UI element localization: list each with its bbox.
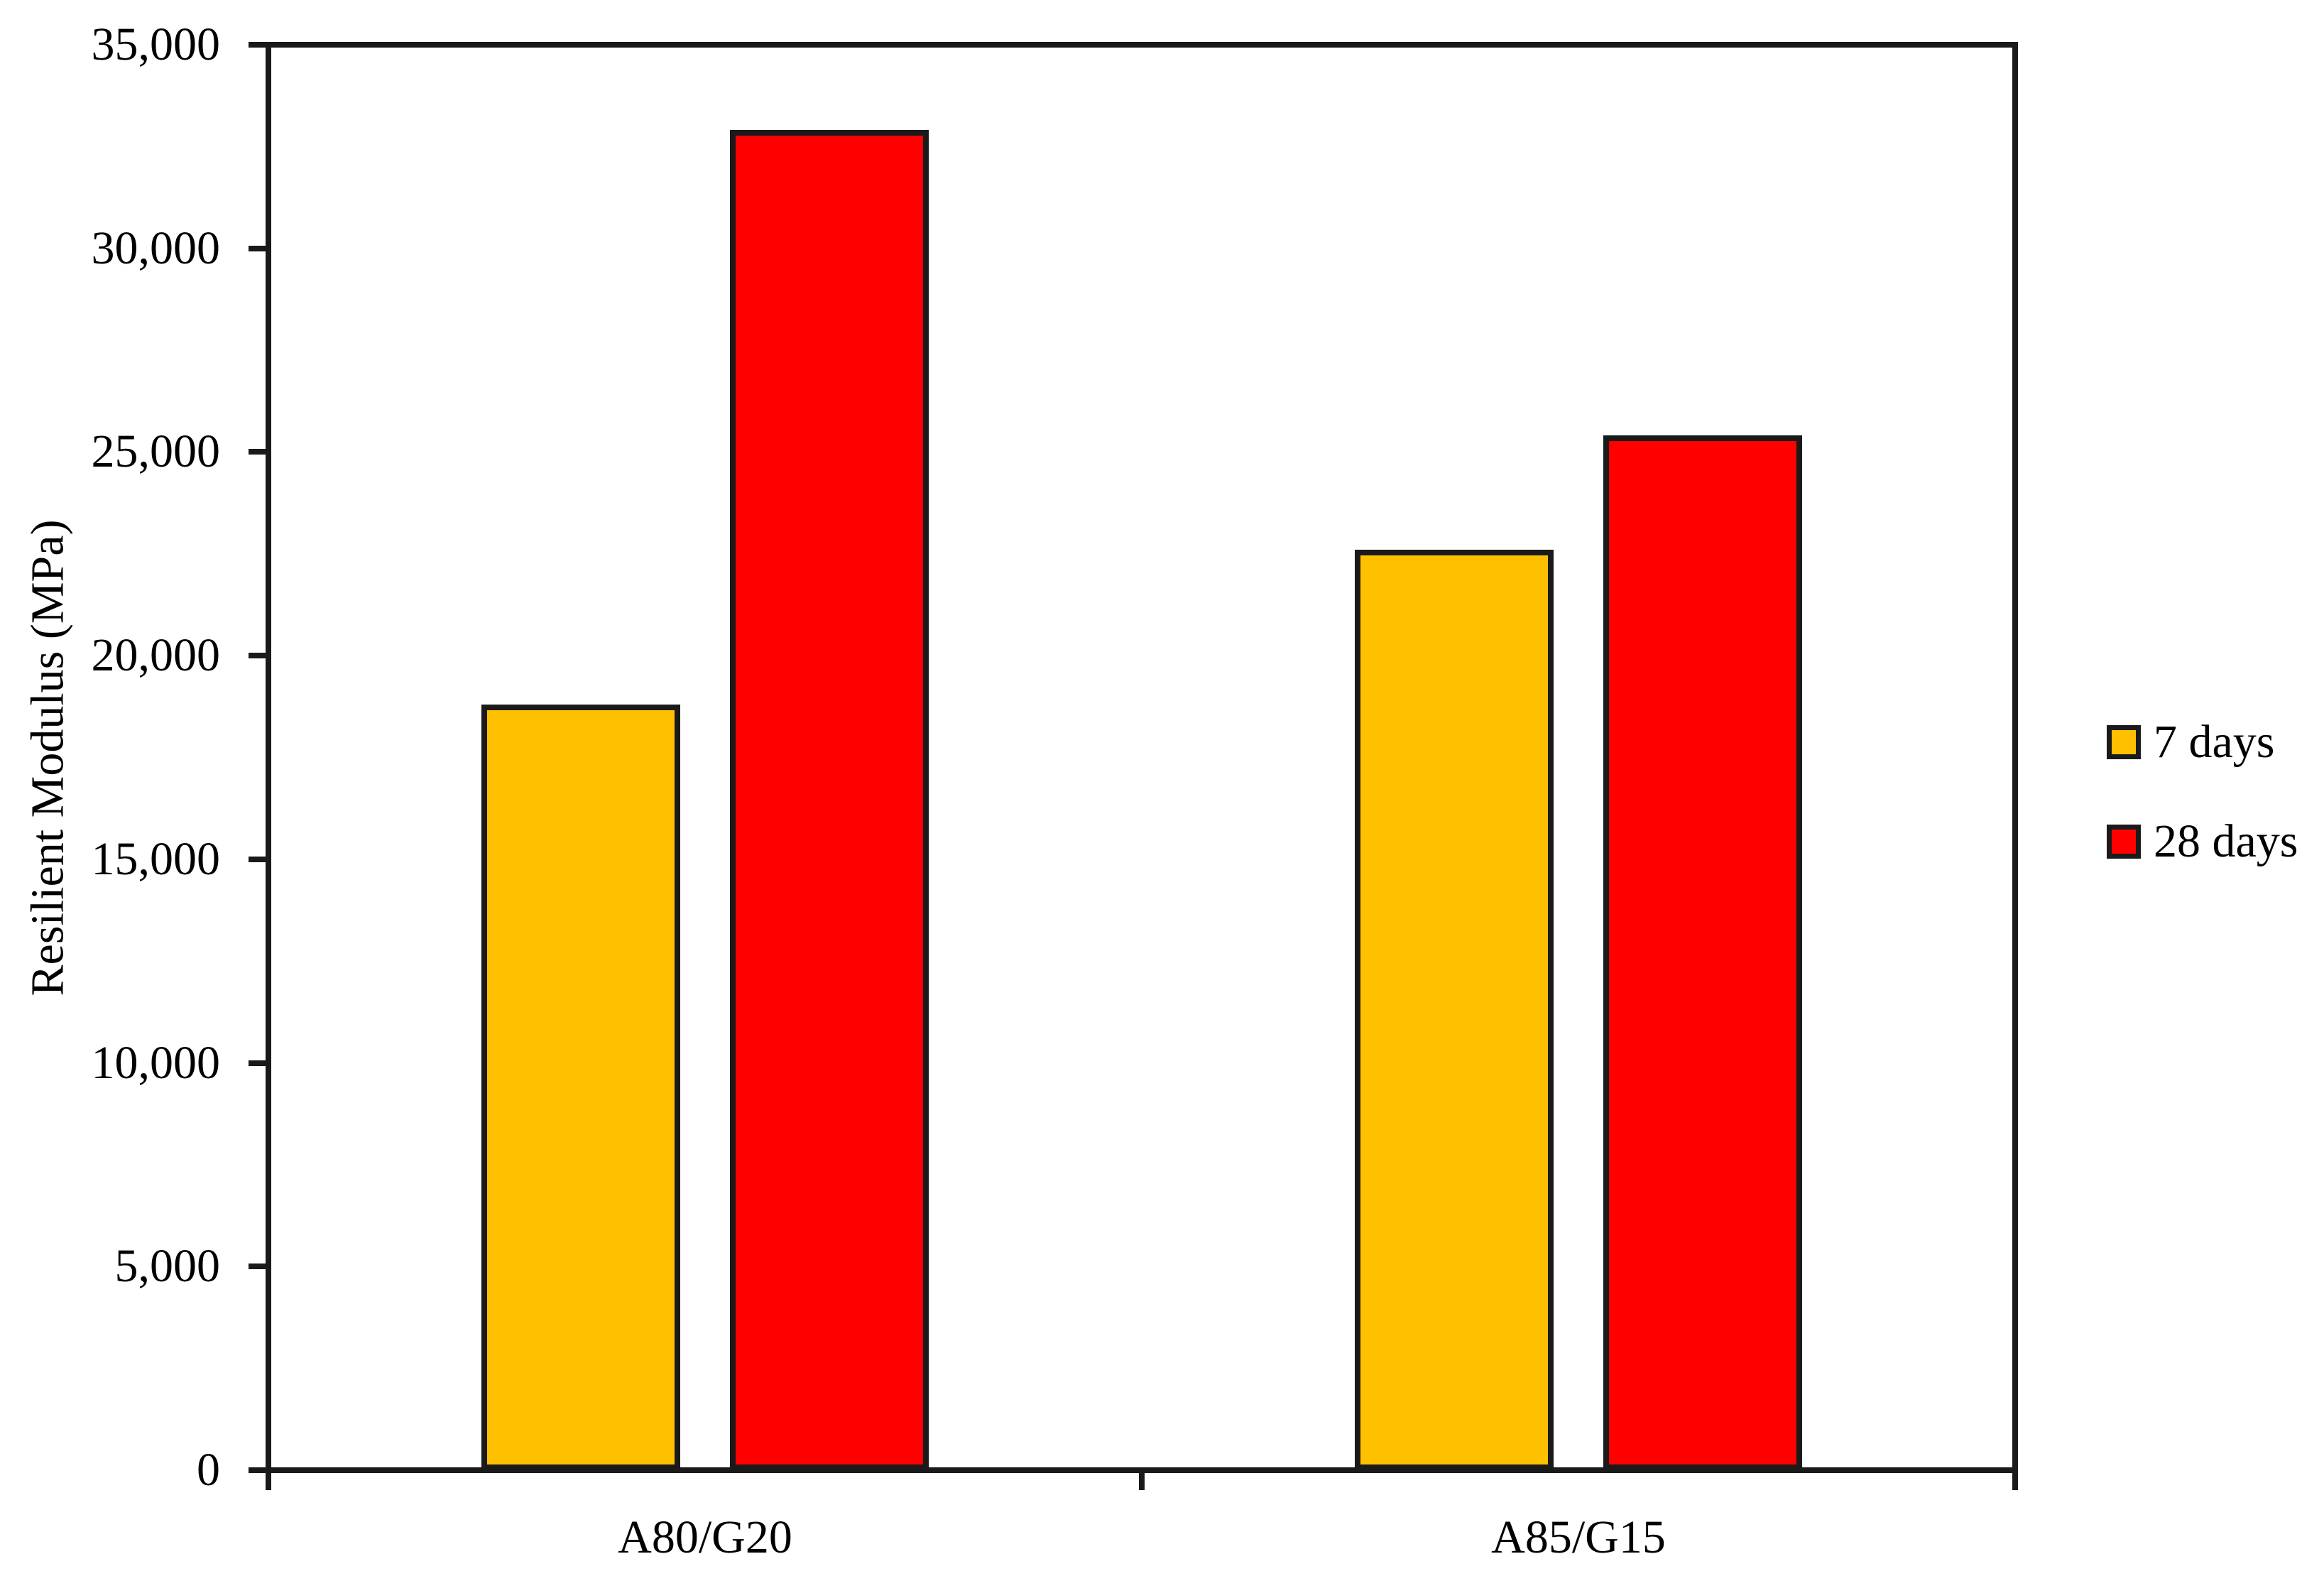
x-axis-tick	[1139, 1473, 1145, 1490]
legend: 7 days 28 days	[2107, 719, 2298, 865]
y-axis-tick	[249, 1263, 268, 1270]
bar-a85-g15-7-days	[1355, 550, 1554, 1470]
y-axis-tick	[249, 1060, 268, 1066]
bar-a80-g20-7-days	[481, 704, 680, 1470]
y-axis-tick-label: 35,000	[91, 18, 221, 70]
y-axis-tick	[249, 449, 268, 455]
y-axis-tick-label: 25,000	[91, 425, 221, 478]
bar-a85-g15-28-days	[1603, 435, 1802, 1470]
x-category-label-a85-g15: A85/G15	[1491, 1511, 1666, 1563]
y-axis-tick-label: 30,000	[91, 222, 221, 274]
x-axis-tick	[266, 1473, 271, 1490]
y-axis-tick-label: 15,000	[91, 832, 221, 885]
x-axis-tick	[2012, 1473, 2018, 1490]
y-axis-tick	[249, 42, 268, 48]
legend-item-7-days: 7 days	[2107, 719, 2298, 766]
legend-label-7-days: 7 days	[2154, 716, 2275, 768]
plot-area	[266, 42, 2018, 1473]
y-axis-tick-label: 0	[197, 1444, 220, 1496]
y-axis-tick	[249, 245, 268, 251]
y-axis-title-text: Resilient Modulus (MPa)	[21, 519, 74, 996]
y-axis-tick-label: 10,000	[91, 1036, 221, 1089]
y-axis-tick	[249, 856, 268, 862]
y-axis-tick	[249, 653, 268, 659]
y-axis-tick	[249, 1467, 268, 1473]
x-category-label-a80-g20: A80/G20	[618, 1511, 792, 1563]
y-axis-tick-label: 5,000	[114, 1240, 221, 1293]
legend-item-28-days: 28 days	[2107, 818, 2298, 865]
legend-swatch-28-days	[2107, 825, 2141, 859]
bars-layer	[268, 45, 2015, 1470]
bar-a80-g20-28-days	[730, 130, 929, 1470]
legend-swatch-7-days	[2107, 725, 2141, 759]
y-axis-tick-label: 20,000	[91, 629, 221, 682]
legend-label-28-days: 28 days	[2154, 815, 2298, 867]
